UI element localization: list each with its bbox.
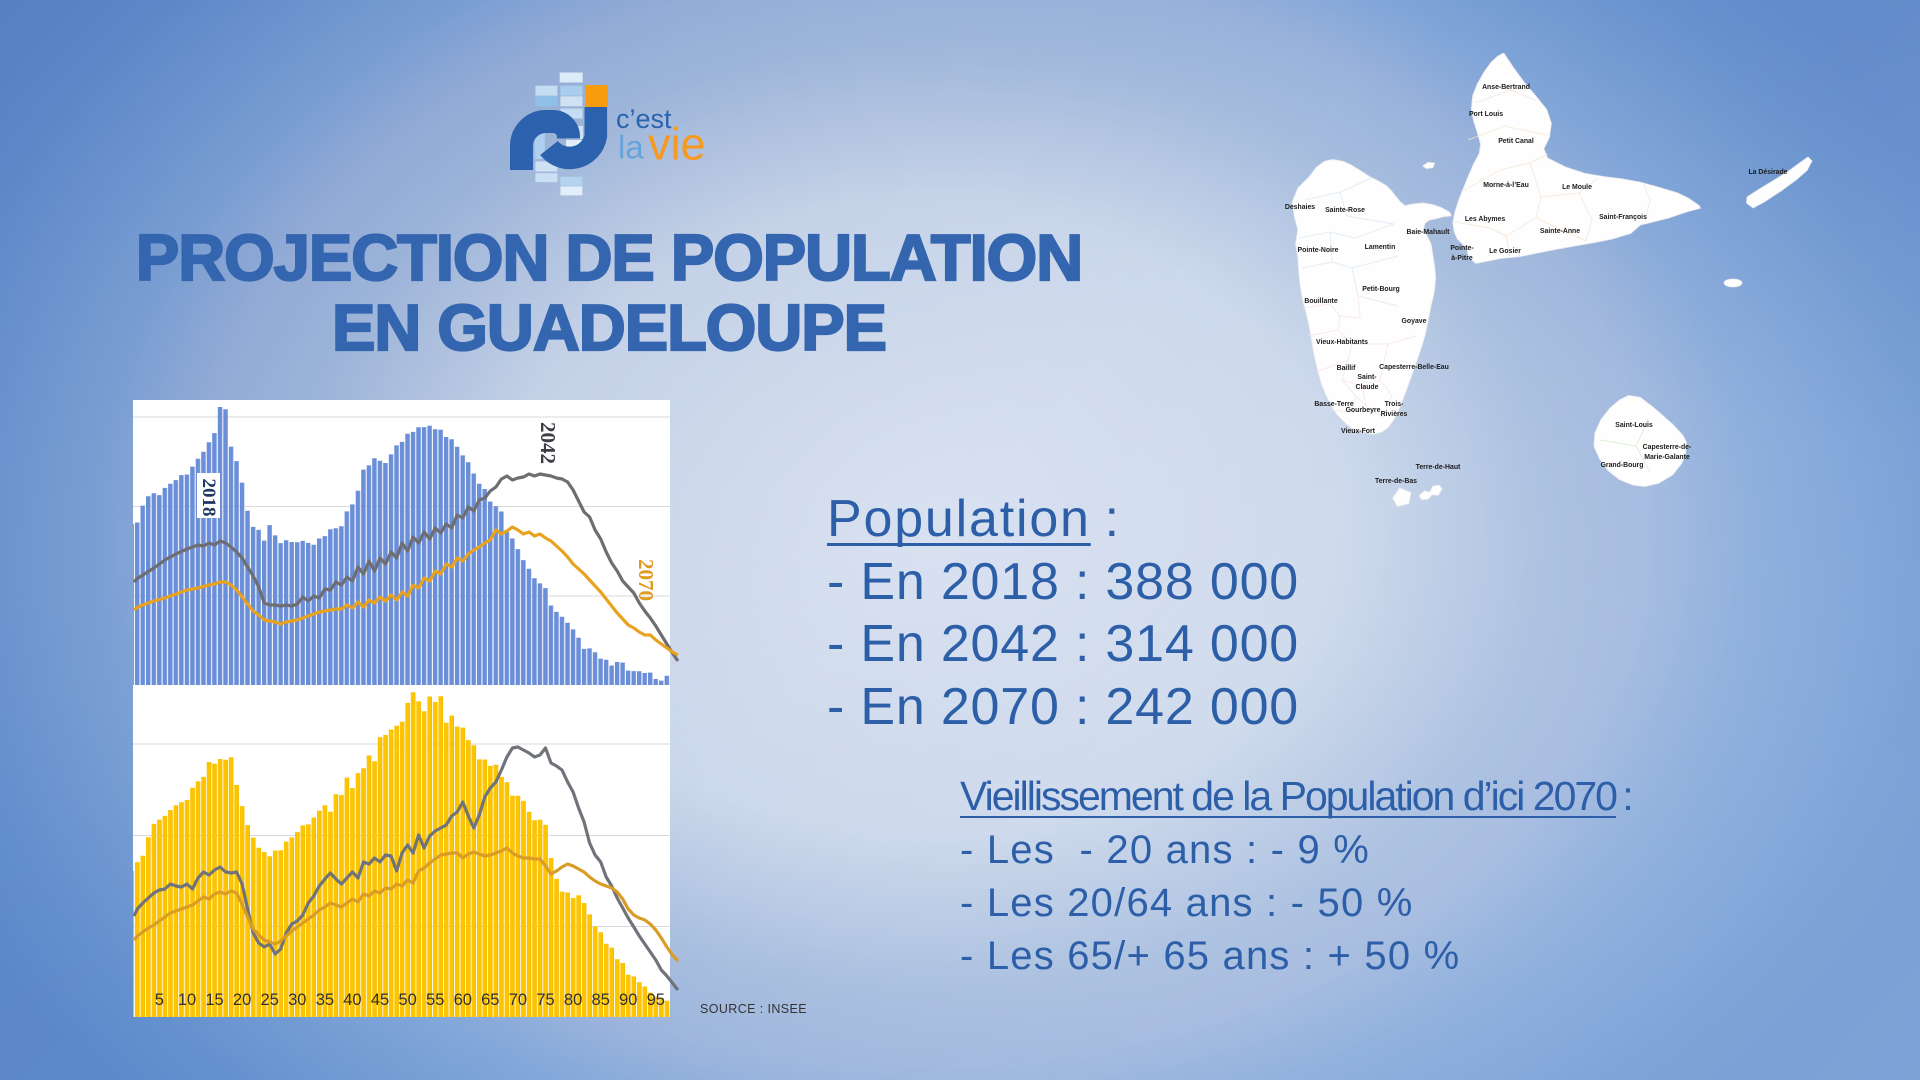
- svg-text:Les Abymes: Les Abymes: [1465, 216, 1506, 223]
- svg-text:15: 15: [205, 991, 223, 1009]
- svg-text:35: 35: [316, 991, 334, 1009]
- svg-text:Capesterre-Belle-Eau: Capesterre-Belle-Eau: [1379, 364, 1449, 371]
- svg-text:Morne-à-l’Eau: Morne-à-l’Eau: [1483, 182, 1529, 189]
- svg-text:La Désirade: La Désirade: [1748, 169, 1787, 176]
- svg-text:Trois-: Trois-: [1385, 401, 1404, 408]
- svg-text:Claude: Claude: [1356, 384, 1379, 391]
- svg-text:45: 45: [371, 991, 389, 1009]
- svg-text:Pointe-Noire: Pointe-Noire: [1298, 247, 1339, 254]
- svg-text:Petit-Bourg: Petit-Bourg: [1362, 286, 1400, 293]
- svg-text:Bouillante: Bouillante: [1304, 298, 1337, 305]
- svg-text:Terre-de-Bas: Terre-de-Bas: [1375, 478, 1417, 485]
- svg-text:Rivières: Rivières: [1381, 411, 1408, 418]
- svg-text:à-Pitre: à-Pitre: [1451, 255, 1473, 262]
- svg-text:Baillif: Baillif: [1337, 365, 1356, 372]
- svg-text:Pointe-: Pointe-: [1450, 245, 1474, 252]
- svg-text:20: 20: [233, 991, 251, 1009]
- svg-text:Sainte-Rose: Sainte-Rose: [1325, 207, 1365, 214]
- svg-text:Deshaies: Deshaies: [1285, 204, 1315, 211]
- svg-text:50: 50: [398, 991, 416, 1009]
- svg-text:Saint-Louis: Saint-Louis: [1615, 422, 1653, 429]
- svg-text:2018: 2018: [198, 479, 219, 517]
- svg-text:Grand-Bourg: Grand-Bourg: [1601, 462, 1644, 469]
- svg-text:Capesterre-de-: Capesterre-de-: [1643, 444, 1692, 451]
- svg-text:60: 60: [454, 991, 472, 1009]
- svg-text:30: 30: [288, 991, 306, 1009]
- svg-text:2070: 2070: [634, 559, 658, 601]
- svg-text:Le Moule: Le Moule: [1562, 184, 1592, 191]
- svg-text:Vieux-Fort: Vieux-Fort: [1341, 428, 1376, 435]
- svg-text:Anse-Bertrand: Anse-Bertrand: [1482, 84, 1530, 91]
- svg-text:90: 90: [619, 991, 637, 1009]
- svg-text:Basse-Terre: Basse-Terre: [1314, 401, 1353, 408]
- svg-text:80: 80: [564, 991, 582, 1009]
- svg-text:5: 5: [155, 991, 164, 1009]
- svg-text:25: 25: [261, 991, 279, 1009]
- svg-text:Sainte-Anne: Sainte-Anne: [1540, 228, 1580, 235]
- svg-text:Saint-François: Saint-François: [1599, 214, 1647, 221]
- svg-text:95: 95: [647, 991, 665, 1009]
- svg-text:c’est: c’est: [616, 104, 672, 134]
- svg-text:Terre-de-Haut: Terre-de-Haut: [1416, 464, 1461, 471]
- svg-text:40: 40: [343, 991, 361, 1009]
- svg-text:85: 85: [592, 991, 610, 1009]
- svg-text:Vieux-Habitants: Vieux-Habitants: [1316, 339, 1368, 346]
- svg-text:la: la: [618, 129, 644, 166]
- svg-text:70: 70: [509, 991, 527, 1009]
- svg-text:Goyave: Goyave: [1402, 318, 1427, 325]
- svg-text:Saint-: Saint-: [1357, 374, 1377, 381]
- svg-text:Baie-Mahault: Baie-Mahault: [1407, 229, 1451, 236]
- svg-text:55: 55: [426, 991, 444, 1009]
- svg-text:65: 65: [481, 991, 499, 1009]
- svg-text:Lamentin: Lamentin: [1365, 244, 1396, 251]
- svg-text:Le Gosier: Le Gosier: [1489, 248, 1521, 255]
- svg-text:10: 10: [178, 991, 196, 1009]
- svg-text:Petit Canal: Petit Canal: [1498, 138, 1534, 145]
- svg-text:Gourbeyre: Gourbeyre: [1346, 407, 1381, 414]
- svg-text:Port Louis: Port Louis: [1469, 111, 1503, 118]
- svg-text:2042: 2042: [536, 422, 560, 464]
- svg-text:vie: vie: [648, 118, 706, 169]
- svg-text:Marie-Galante: Marie-Galante: [1644, 454, 1690, 461]
- svg-text:75: 75: [536, 991, 554, 1009]
